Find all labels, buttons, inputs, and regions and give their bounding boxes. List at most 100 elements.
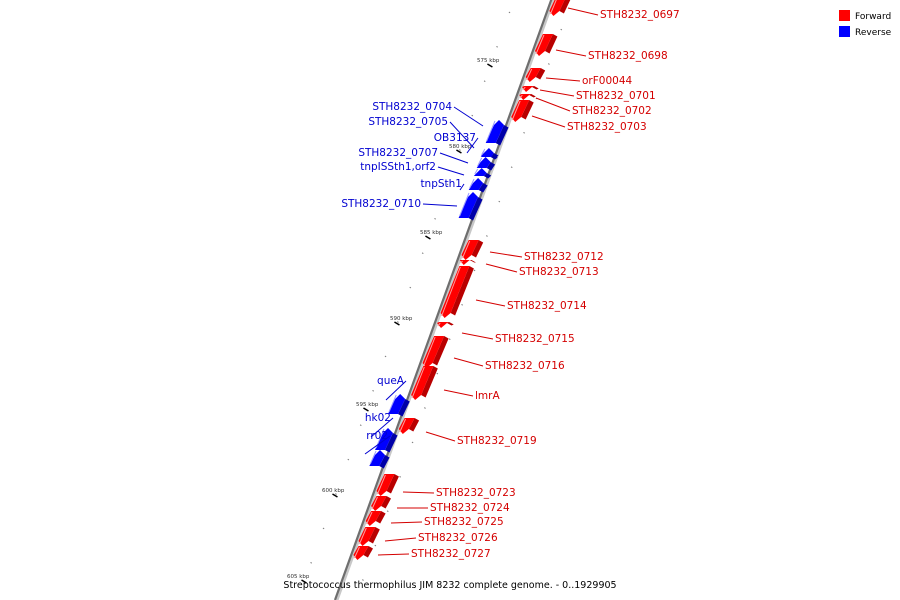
gene-glyph[interactable]: [388, 394, 410, 417]
gene-glyph[interactable]: [358, 527, 380, 546]
gene-glyph[interactable]: [522, 86, 539, 92]
label-leader: [531, 115, 566, 128]
gene-glyph[interactable]: [473, 168, 492, 179]
label-leader: [437, 166, 465, 176]
tick-label: 590 kbp: [390, 316, 413, 322]
legend: Forward Reverse: [839, 10, 892, 38]
label-leader: [449, 121, 475, 149]
gene-label[interactable]: STH8232_0697: [600, 9, 680, 21]
label-leader: [535, 97, 571, 112]
minor-tick: [310, 561, 313, 564]
minor-tick: [374, 544, 377, 547]
gene-glyph[interactable]: [437, 322, 454, 328]
label-leader: [475, 299, 506, 307]
gene-label[interactable]: STH8232_0704: [372, 101, 452, 113]
minor-tick: [448, 338, 451, 341]
gene-label[interactable]: tnpISSth1,orf2: [360, 161, 436, 173]
gene-glyph[interactable]: [519, 94, 536, 100]
gene-label[interactable]: rr02: [366, 430, 388, 442]
minor-tick: [498, 200, 501, 203]
gene-label[interactable]: STH8232_0702: [572, 105, 652, 117]
gene-glyph[interactable]: [485, 120, 509, 146]
major-tick: [425, 235, 431, 240]
gene-glyph[interactable]: [459, 260, 476, 265]
gene-label[interactable]: STH8232_0703: [567, 121, 647, 133]
label-leader: [459, 183, 465, 191]
gene-label[interactable]: OB3137: [434, 132, 476, 144]
minor-tick: [436, 372, 439, 375]
label-leader: [422, 203, 458, 207]
minor-tick: [446, 183, 449, 186]
gene-glyph[interactable]: [525, 68, 546, 82]
gene-glyph[interactable]: [353, 546, 373, 560]
gene-label[interactable]: STH8232_0705: [368, 116, 448, 128]
tick-label: 595 kbp: [356, 402, 379, 408]
gene-glyph[interactable]: [422, 336, 449, 368]
major-tick: [332, 493, 338, 498]
label-leader: [555, 49, 587, 57]
gene-label[interactable]: STH8232_0710: [341, 198, 421, 210]
gene-glyph[interactable]: [461, 240, 484, 260]
gene-label[interactable]: STH8232_0698: [588, 50, 668, 62]
gene-glyph[interactable]: [369, 450, 390, 469]
gene-glyph[interactable]: [398, 418, 420, 434]
gene-label[interactable]: tnpSth1: [420, 178, 462, 190]
gene-glyph[interactable]: [480, 150, 498, 160]
gene-label[interactable]: STH8232_0701: [576, 90, 656, 102]
minor-tick: [508, 11, 511, 14]
gene-glyph[interactable]: [365, 511, 386, 526]
gene-label[interactable]: STH8232_0714: [507, 300, 587, 312]
tick-label: 605 kbp: [287, 574, 310, 580]
gene-label[interactable]: STH8232_0719: [457, 435, 537, 447]
minor-tick: [335, 493, 337, 495]
legend-label-forward: Forward: [855, 12, 891, 22]
map-caption: Streptococcus thermophilus JIM 8232 comp…: [283, 580, 616, 591]
gene-glyph[interactable]: [468, 178, 488, 193]
minor-tick: [397, 321, 399, 323]
gene-glyph[interactable]: [511, 100, 534, 122]
gene-label[interactable]: STH8232_0725: [424, 516, 504, 528]
label-leader: [466, 137, 479, 154]
gene-label[interactable]: lmrA: [475, 390, 500, 402]
gene-label[interactable]: orF00044: [582, 75, 633, 87]
gene-label[interactable]: STH8232_0726: [418, 532, 498, 544]
gene-label[interactable]: hk02: [365, 412, 391, 424]
label-leader: [461, 332, 494, 340]
gene-glyph[interactable]: [371, 496, 391, 511]
gene-label[interactable]: queA: [377, 375, 405, 387]
gene-label[interactable]: STH8232_0712: [524, 251, 604, 263]
tick-label: 575 kbp: [477, 58, 500, 64]
minor-tick: [372, 389, 375, 392]
gene-label[interactable]: STH8232_0707: [358, 147, 438, 159]
label-leader: [489, 251, 523, 258]
gene-label[interactable]: STH8232_0727: [411, 548, 491, 560]
minor-tick: [483, 80, 486, 83]
gene-label[interactable]: STH8232_0715: [495, 333, 575, 345]
major-tick: [394, 321, 400, 326]
gene-label[interactable]: STH8232_0723: [436, 487, 516, 499]
gene-glyph[interactable]: [476, 157, 496, 171]
minor-tick: [434, 217, 436, 220]
gene-label[interactable]: STH8232_0716: [485, 360, 565, 372]
gene-glyph[interactable]: [440, 266, 474, 318]
major-tick: [363, 407, 369, 412]
label-leader: [390, 521, 423, 524]
gene-label[interactable]: STH8232_0713: [519, 266, 599, 278]
minor-tick: [496, 45, 498, 48]
label-leader: [384, 537, 417, 542]
gene-glyph[interactable]: [549, 0, 572, 16]
minor-tick: [486, 235, 488, 237]
minor-tick: [322, 527, 325, 530]
minor-tick: [548, 63, 550, 65]
gene-glyph[interactable]: [411, 366, 438, 400]
label-leader: [402, 491, 435, 494]
minor-tick: [362, 579, 364, 581]
gene-glyph[interactable]: [535, 34, 558, 56]
label-leader: [443, 389, 474, 397]
gene-label[interactable]: STH8232_0724: [430, 502, 510, 514]
label-leader: [453, 106, 484, 127]
gene-glyph[interactable]: [376, 474, 399, 496]
gene-glyph[interactable]: [458, 192, 483, 221]
label-leader: [485, 263, 518, 273]
